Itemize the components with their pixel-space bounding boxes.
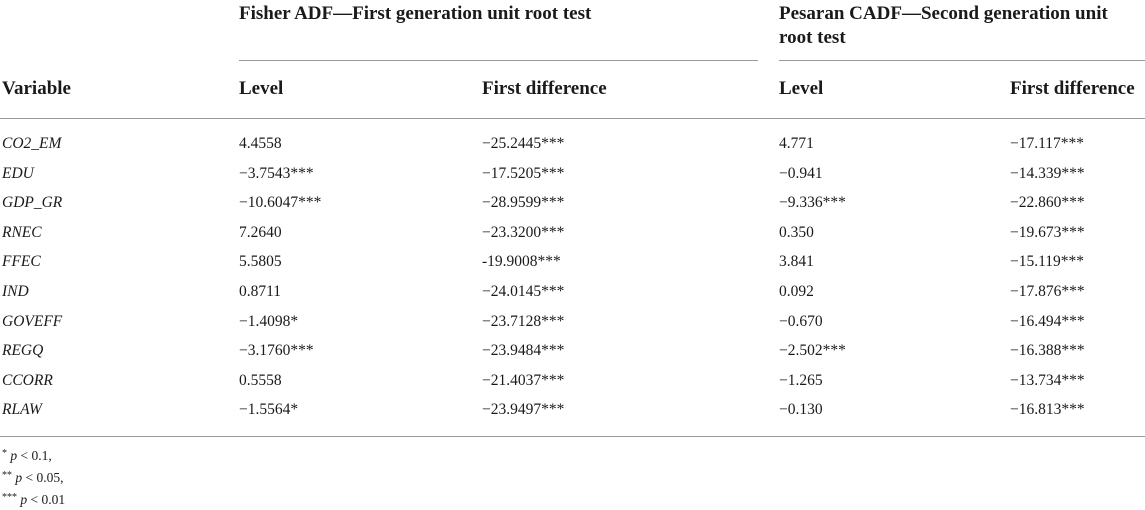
cadf-level-cell: 0.350 [779,223,814,241]
column-header-fisher-first-difference: First difference [482,78,607,99]
table-row: EDU −3.7543*** −17.5205*** −0.941 −14.33… [0,161,1145,191]
cadf-level-cell: −2.502*** [779,342,846,360]
table-row: GOVEFF −1.4098* −23.7128*** −0.670 −16.4… [0,309,1145,339]
fisher-level-cell: −3.7543*** [239,164,314,182]
fisher-diff-cell: −25.2445*** [482,135,565,152]
fisher-level-cell: −3.1760*** [239,342,314,360]
column-header-variable: Variable [2,78,71,99]
table-row: RNEC 7.2640 −23.3200*** 0.350 −19.673*** [0,220,1145,250]
cadf-diff-cell: −16.813*** [1010,401,1085,419]
fisher-diff-cell: −23.7128*** [482,312,565,330]
table-body: CO2_EM 4.4558 −25.2445*** 4.771 −17.117*… [0,131,1145,427]
cadf-diff-cell: −14.339*** [1010,164,1085,182]
fisher-level-cell: −1.4098* [239,312,299,330]
footnote: ** p < 0.05, [2,466,65,488]
variable-cell: RLAW [2,401,42,419]
fisher-diff-cell: −23.9484*** [482,342,565,360]
fisher-level-cell: −10.6047*** [239,194,322,212]
variable-cell: CCORR [2,371,53,389]
variable-cell: CO2_EM [2,135,62,152]
fisher-diff-cell: −24.0145*** [482,282,565,300]
cadf-diff-cell: −16.388*** [1010,342,1085,360]
footnote-stars: ** [2,470,12,481]
fisher-diff-cell: −23.3200*** [482,223,565,241]
cadf-diff-cell: −22.860*** [1010,194,1085,212]
variable-cell: EDU [2,164,34,182]
fisher-diff-cell: −23.9497*** [482,401,565,419]
fisher-level-cell: 7.2640 [239,223,282,241]
fisher-level-cell: 5.5805 [239,253,282,271]
cadf-level-cell: −0.130 [779,401,823,419]
table-row: REGQ −3.1760*** −23.9484*** −2.502*** −1… [0,338,1145,368]
group-rule-fisher [239,60,758,61]
fisher-level-cell: −1.5564* [239,401,299,419]
column-header-cadf-level: Level [779,78,824,99]
fisher-level-cell: 0.5558 [239,371,282,389]
cadf-level-cell: −1.265 [779,371,823,389]
footnote-text: < 0.05, [22,470,64,485]
table-footnotes: * p < 0.1, ** p < 0.05, *** p < 0.01 [2,444,65,510]
fisher-level-cell: 4.4558 [239,135,282,152]
cadf-diff-cell: −16.494*** [1010,312,1085,330]
cadf-diff-cell: −17.117*** [1010,135,1085,152]
variable-cell: GOVEFF [2,312,63,330]
table-row: IND 0.8711 −24.0145*** 0.092 −17.876*** [0,279,1145,309]
footnote-p: p [10,448,18,463]
variable-cell: GDP_GR [2,194,63,212]
footnote-stars: * [2,448,7,459]
variable-cell: IND [2,282,29,300]
table-row: FFEC 5.5805 -19.9008*** 3.841 −15.119*** [0,249,1145,279]
fisher-diff-cell: −21.4037*** [482,371,565,389]
variable-cell: FFEC [2,253,41,271]
cadf-level-cell: 3.841 [779,253,814,271]
footnote: *** p < 0.01 [2,488,65,510]
bottom-rule [0,436,1145,437]
cadf-level-cell: −0.670 [779,312,823,330]
column-header-cadf-first-difference: First difference [1010,78,1135,99]
cadf-diff-cell: −19.673*** [1010,223,1085,241]
column-header-fisher-level: Level [239,78,284,99]
cadf-level-cell: −0.941 [779,164,823,182]
variable-cell: REGQ [2,342,44,360]
cadf-diff-cell: −17.876*** [1010,282,1085,300]
footnote-p: p [20,492,28,507]
group-rule-pesaran [779,60,1145,61]
header-rule [0,118,1145,119]
cadf-level-cell: 0.092 [779,282,814,300]
table-row: CCORR 0.5558 −21.4037*** −1.265 −13.734*… [0,368,1145,398]
cadf-level-cell: 4.771 [779,135,814,152]
table-row: CO2_EM 4.4558 −25.2445*** 4.771 −17.117*… [0,131,1145,161]
cadf-diff-cell: −15.119*** [1010,253,1085,271]
cadf-level-cell: −9.336*** [779,194,846,212]
table-row: RLAW −1.5564* −23.9497*** −0.130 −16.813… [0,397,1145,427]
variable-cell: RNEC [2,223,42,241]
table-row: GDP_GR −10.6047*** −28.9599*** −9.336***… [0,190,1145,220]
footnote-text: < 0.1, [17,448,52,463]
footnote: * p < 0.1, [2,444,65,466]
fisher-diff-cell: -19.9008*** [482,253,561,271]
group-header-fisher: Fisher ADF—First generation unit root te… [239,3,592,24]
footnote-stars: *** [2,492,17,503]
fisher-level-cell: 0.8711 [239,282,282,300]
fisher-diff-cell: −28.9599*** [482,194,565,212]
footnote-p: p [15,470,23,485]
group-header-pesaran: Pesaran CADF—Second generation unit root… [779,3,1108,48]
cadf-diff-cell: −13.734*** [1010,371,1085,389]
fisher-diff-cell: −17.5205*** [482,164,565,182]
footnote-text: < 0.01 [27,492,66,507]
